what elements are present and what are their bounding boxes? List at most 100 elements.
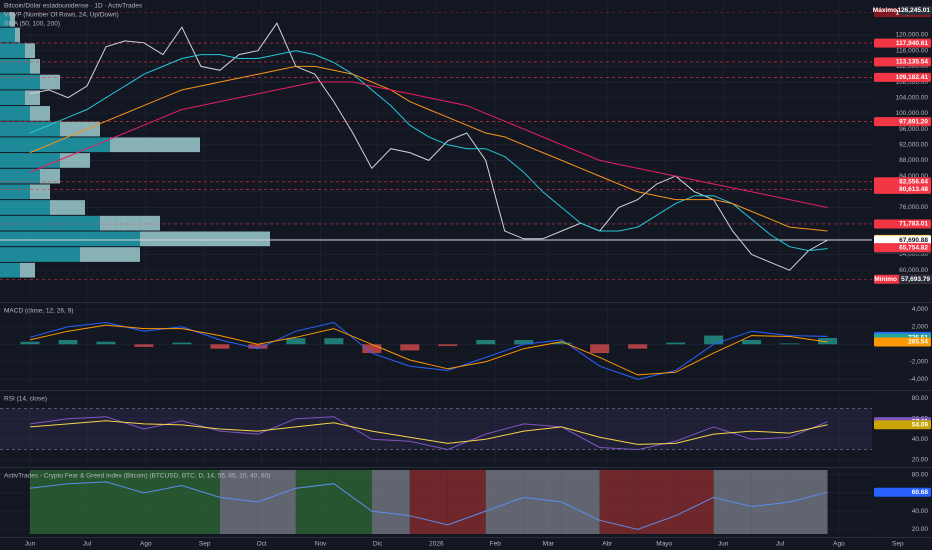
histogram-bar xyxy=(286,338,306,345)
y-tick-label: 92,000.00 xyxy=(899,141,928,148)
plot-area xyxy=(0,0,872,534)
volume-up xyxy=(0,262,20,278)
price-tag xyxy=(874,337,931,347)
x-tick-label: Jul xyxy=(83,541,92,548)
y-tick-label: 100,000.00 xyxy=(895,110,928,117)
volume-up xyxy=(0,231,140,247)
series-line xyxy=(29,324,828,376)
volume-up xyxy=(0,11,10,27)
y-tick-label: 116,000.00 xyxy=(896,47,928,54)
volume-up xyxy=(0,90,25,106)
histogram-bar xyxy=(628,344,648,349)
histogram-bar xyxy=(210,344,230,349)
max-value: 126,245.01 xyxy=(897,7,930,14)
zone-band xyxy=(67,470,106,534)
volume-down xyxy=(100,215,160,231)
price-tag-label: 54.09 xyxy=(912,422,929,429)
histogram-bar xyxy=(58,339,78,345)
zone-band xyxy=(295,470,334,534)
volume-down xyxy=(25,90,40,106)
pane-title: MACD (close, 12, 26, 9) xyxy=(4,308,73,315)
price-tag xyxy=(874,177,931,187)
y-tick-label: 60,000.00 xyxy=(899,267,928,274)
price-tag-label: 109,182.41 xyxy=(895,74,928,81)
zone-band xyxy=(751,470,790,534)
series-line xyxy=(29,321,828,380)
zone-band xyxy=(637,470,676,534)
price-tag-label: 65,754.82 xyxy=(899,244,928,251)
volume-down xyxy=(140,231,270,247)
y-tick-label: 20.00 xyxy=(912,526,929,533)
volume-down xyxy=(30,106,50,121)
y-tick-label: 84,000.00 xyxy=(899,173,928,180)
zone-band xyxy=(30,470,68,534)
volume-down xyxy=(30,59,40,74)
zone-band xyxy=(143,470,182,534)
histogram-bar xyxy=(590,344,610,354)
zone-band xyxy=(181,470,220,534)
volume-down xyxy=(60,121,100,137)
volume-down xyxy=(10,11,15,27)
volume-down xyxy=(110,137,200,153)
histogram-bar xyxy=(742,339,762,345)
indicator-label: SMA (50, 100, 200) xyxy=(4,21,60,28)
price-tag-label: 97,891.20 xyxy=(899,118,928,125)
volume-down xyxy=(50,200,85,215)
volume-up xyxy=(0,184,30,200)
volume-up xyxy=(0,153,60,168)
price-tag xyxy=(874,219,931,229)
indicator-label: VRVP (Number Of Rows, 24, Up/Down) xyxy=(4,12,119,19)
price-tag-label: 67,690.88 xyxy=(899,237,928,244)
x-tick-label: Mar xyxy=(543,541,555,548)
price-tag-label: 265.54 xyxy=(908,339,928,346)
histogram-bar xyxy=(20,341,40,345)
y-tick-label: 40.00 xyxy=(912,508,929,515)
zone-band xyxy=(257,470,296,534)
volume-up xyxy=(0,137,110,153)
histogram-bar xyxy=(248,344,268,349)
price-tag xyxy=(874,487,931,497)
volume-up xyxy=(0,168,40,184)
y-tick-label: -2,000 xyxy=(910,359,929,366)
volume-down xyxy=(40,168,60,184)
min-tag xyxy=(899,274,932,284)
volume-up xyxy=(0,43,25,59)
histogram-bar xyxy=(172,342,192,345)
zone-band xyxy=(409,470,448,534)
zone-band xyxy=(333,470,372,534)
volume-down xyxy=(20,262,35,278)
x-tick-label: Nov xyxy=(315,541,327,548)
histogram-bar xyxy=(476,339,496,345)
price-tag-label: 60.68 xyxy=(912,489,929,496)
price-tag-label: 80,613.48 xyxy=(899,186,928,193)
volume-up xyxy=(0,59,30,74)
price-tag-label: 113,135.54 xyxy=(896,59,929,66)
y-tick-label: 120,000.00 xyxy=(895,32,928,39)
price-tag xyxy=(874,117,931,127)
volume-down xyxy=(40,74,60,90)
x-tick-label: Sep xyxy=(892,541,904,548)
x-tick-label: Ago xyxy=(833,541,845,548)
volume-up xyxy=(0,27,15,43)
histogram-bar xyxy=(704,335,724,345)
x-tick-label: Jun xyxy=(718,541,729,548)
histogram-bar xyxy=(780,343,800,345)
volume-up xyxy=(0,106,30,121)
histogram-bar xyxy=(400,344,420,351)
price-tag xyxy=(874,38,931,48)
volume-up xyxy=(0,200,50,215)
y-tick-label: 104,000.00 xyxy=(895,94,928,101)
histogram-bar xyxy=(96,341,116,345)
volume-down xyxy=(80,247,140,262)
histogram-bar xyxy=(666,342,686,345)
series-line xyxy=(29,65,828,232)
price-tag xyxy=(874,235,931,245)
zone-band xyxy=(561,470,600,534)
y-tick-label: 4,000 xyxy=(912,306,929,313)
zone-band xyxy=(599,470,638,534)
price-tag xyxy=(874,57,931,67)
y-tick-label: 64,000.00 xyxy=(899,251,928,258)
max-tag xyxy=(899,6,932,16)
min-label: Mínimo xyxy=(874,276,897,283)
